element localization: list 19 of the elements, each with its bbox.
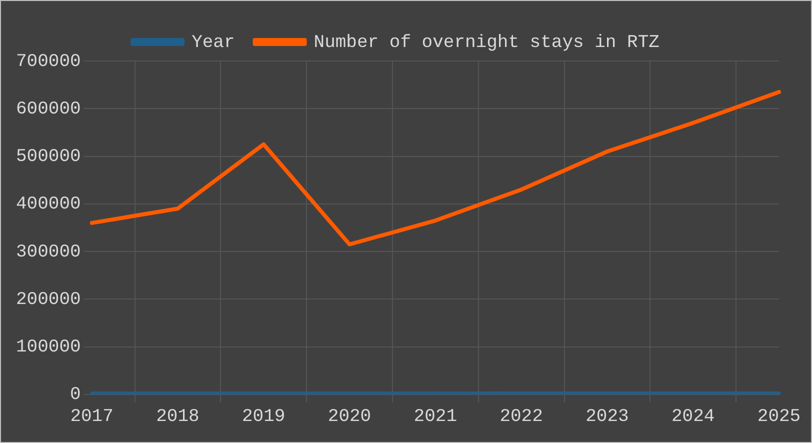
legend-label: Number of overnight stays in RTZ	[314, 32, 660, 53]
legend-label: Year	[192, 32, 235, 53]
x-tick-label: 2024	[671, 406, 715, 427]
y-tick-label: 100000	[16, 338, 81, 358]
y-tick-label: 500000	[16, 147, 81, 168]
x-tick-label: 2017	[70, 406, 114, 427]
y-tick-label: 700000	[16, 52, 81, 72]
x-tick-label: 2019	[242, 406, 286, 427]
y-tick-label: 400000	[16, 194, 81, 215]
x-tick-label: 2020	[328, 406, 372, 427]
y-tick-label: 200000	[16, 290, 81, 310]
y-tick-label: 0	[70, 385, 81, 406]
y-tick-label: 600000	[16, 99, 81, 120]
x-tick-label: 2022	[500, 406, 543, 427]
x-tick-label: 2025	[757, 406, 801, 427]
x-tick-label: 2018	[156, 406, 200, 427]
x-tick-label: 2023	[586, 406, 629, 427]
x-tick-label: 2021	[414, 406, 458, 427]
y-tick-label: 300000	[16, 242, 81, 262]
